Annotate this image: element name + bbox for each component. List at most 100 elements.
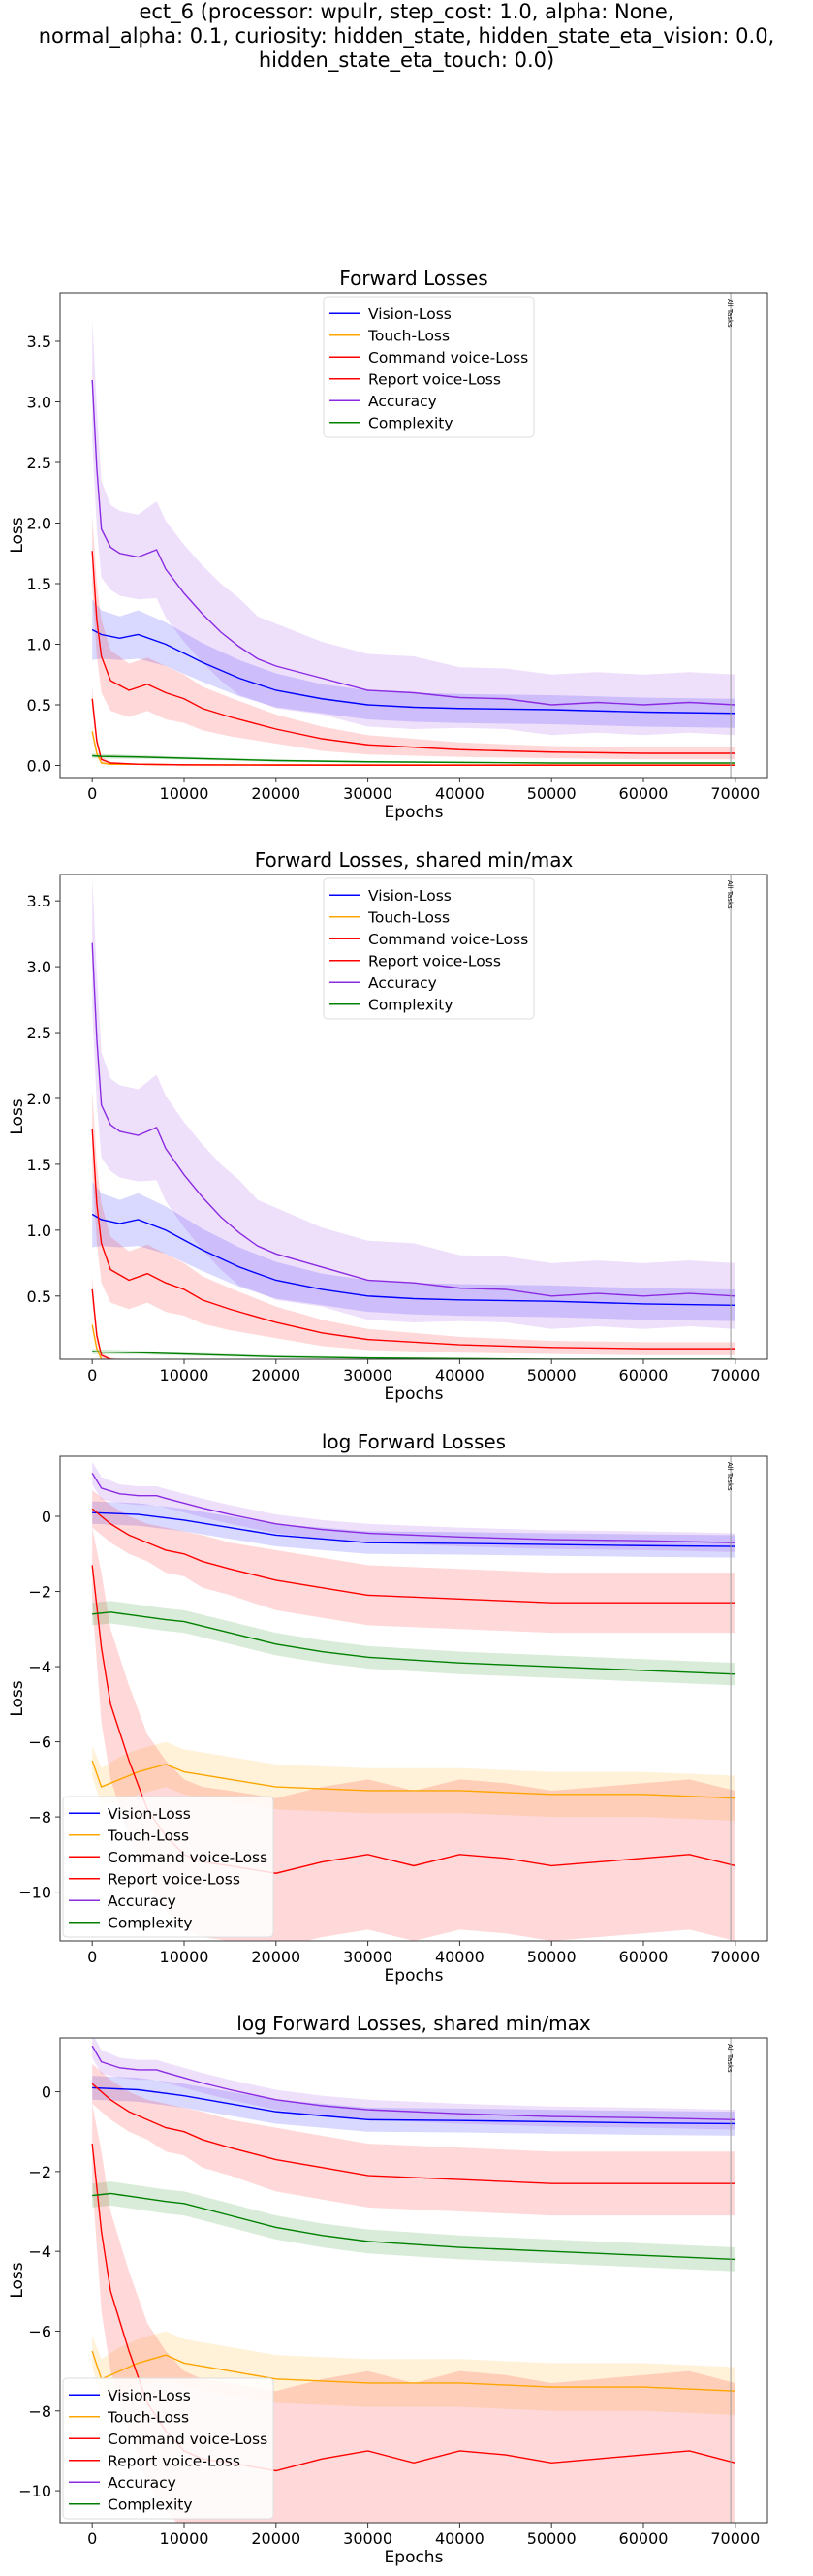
x-tick-label: 40000: [435, 2529, 485, 2548]
figure-title-line: ect_6 (processor: wpulr, step_cost: 1.0,…: [139, 0, 674, 23]
y-tick-label: 2.5: [27, 1024, 51, 1042]
legend-label: Accuracy: [368, 974, 437, 992]
series-line: [91, 1213, 735, 1306]
x-tick-label: 70000: [710, 1366, 760, 1384]
x-tick-label: 50000: [527, 2529, 577, 2548]
series-band: [92, 1489, 735, 1634]
legend-label: Complexity: [368, 996, 453, 1013]
figure-title: ect_6 (processor: wpulr, step_cost: 1.0,…: [0, 0, 813, 73]
x-tick-label: 30000: [343, 1366, 392, 1384]
legend-label: Command voice-Loss: [368, 931, 528, 948]
x-tick-label: 0: [87, 1948, 97, 1966]
x-axis-label: Epochs: [385, 1384, 444, 1404]
y-tick-label: −10: [18, 2482, 51, 2500]
series-line: [91, 2083, 735, 2184]
y-tick-label: −8: [28, 1808, 51, 1827]
x-tick-label: 10000: [160, 2529, 209, 2548]
x-tick-label: 30000: [343, 2529, 392, 2548]
y-tick-label: 0.5: [27, 1288, 51, 1306]
x-tick-label: 40000: [435, 1948, 485, 1966]
x-tick-label: 40000: [435, 1366, 485, 1384]
y-tick-label: 0: [42, 1508, 51, 1526]
series-band: [92, 2063, 735, 2216]
y-tick-label: 3.5: [27, 892, 51, 910]
x-tick-label: 60000: [619, 784, 669, 803]
series-band: [92, 2076, 735, 2136]
series-band: [92, 753, 735, 764]
series-line: [91, 2143, 735, 2472]
y-tick-label: 0: [42, 2083, 51, 2102]
legend-label: Command voice-Loss: [368, 349, 528, 366]
legend-label: Report voice-Loss: [368, 370, 501, 388]
y-axis-label: Loss: [8, 517, 27, 553]
figure-title-line: normal_alpha: 0.1, curiosity: hidden_sta…: [38, 24, 775, 48]
x-tick-label: 70000: [710, 2529, 760, 2548]
series-band: [92, 1501, 735, 1558]
y-tick-label: 2.5: [27, 454, 51, 472]
legend-label: Accuracy: [368, 393, 437, 410]
series-line: [91, 1508, 735, 1604]
x-tick-label: 20000: [251, 1366, 300, 1384]
chart-title: Forward Losses: [339, 267, 487, 290]
y-tick-label: −6: [28, 2322, 51, 2340]
y-tick-label: 0.5: [27, 696, 51, 715]
x-tick-label: 60000: [619, 1366, 669, 1384]
series-line: [91, 2350, 735, 2392]
series-line: [92, 754, 735, 764]
y-tick-label: 1.0: [27, 636, 51, 654]
legend-label: Command voice-Loss: [108, 2431, 267, 2448]
x-tick-label: 50000: [527, 784, 577, 803]
y-tick-label: 2.0: [27, 515, 51, 533]
legend-label: Vision-Loss: [368, 305, 452, 323]
y-tick-label: −4: [28, 2242, 51, 2261]
legend-label: Vision-Loss: [108, 2387, 191, 2404]
legend: Vision-Loss Touch-Loss Command voice-Loss R…: [62, 2377, 274, 2520]
task-vline-label: All Tasks: [726, 2044, 734, 2073]
legend-label: Vision-Loss: [108, 1805, 191, 1823]
forward-losses-shared-chart: Forward Losses, shared min/max All Tasks 0…: [8, 848, 768, 1404]
x-tick-label: 0: [87, 784, 97, 803]
y-tick-label: 1.0: [27, 1222, 51, 1240]
task-vline-label: All Tasks: [726, 880, 734, 909]
series-line: [91, 1760, 735, 1799]
legend-label: Touch-Loss: [367, 327, 450, 344]
x-axis-label: Epochs: [385, 1966, 444, 1986]
legend-label: Report voice-Loss: [368, 952, 501, 970]
y-axis-label: Loss: [8, 1680, 27, 1716]
series-line: [91, 1129, 735, 1350]
legend-label: Touch-Loss: [107, 2408, 189, 2426]
x-tick-label: 10000: [160, 1366, 209, 1384]
series-line: [92, 1511, 735, 1547]
plot-frame: [59, 2037, 768, 2524]
x-tick-label: 60000: [619, 1948, 669, 1966]
y-tick-label: −6: [28, 1733, 51, 1752]
series-line: [91, 551, 735, 754]
task-vline-label: All Tasks: [726, 1462, 734, 1491]
x-tick-label: 30000: [343, 784, 392, 803]
x-tick-label: 0: [87, 2529, 97, 2548]
y-tick-label: 3.0: [27, 394, 51, 412]
y-tick-label: −2: [28, 2163, 51, 2181]
series-band: [92, 1181, 735, 1321]
y-tick-label: 2.0: [27, 1090, 51, 1108]
x-tick-label: 0: [87, 1366, 97, 1384]
legend-label: Complexity: [108, 1914, 193, 1931]
y-tick-label: 0.0: [27, 757, 51, 776]
series-band: [92, 1601, 735, 1686]
series-band: [92, 876, 735, 1329]
x-axis-label: Epochs: [385, 803, 444, 822]
series-band: [92, 1461, 735, 1552]
x-tick-label: 10000: [160, 1948, 209, 1966]
legend-box: [62, 2377, 274, 2520]
legend-box: [323, 877, 535, 1020]
y-tick-label: 3.0: [27, 958, 51, 976]
series-line: [92, 1351, 735, 1359]
x-tick-label: 20000: [251, 2529, 300, 2548]
series-band: [92, 1318, 108, 1359]
x-tick-label: 60000: [619, 2529, 669, 2548]
series-line: [92, 2192, 735, 2261]
x-tick-label: 50000: [527, 1366, 577, 1384]
legend-box: [62, 1796, 274, 1938]
series-band: [92, 599, 735, 728]
x-tick-label: 70000: [710, 1948, 760, 1966]
